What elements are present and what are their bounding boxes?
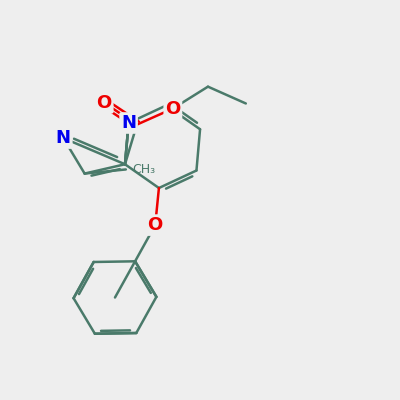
Text: O: O — [148, 216, 163, 234]
Text: O: O — [96, 94, 112, 112]
Text: N: N — [56, 129, 71, 147]
Text: O: O — [165, 100, 180, 118]
Text: N: N — [121, 114, 136, 132]
Text: CH₃: CH₃ — [132, 163, 155, 176]
